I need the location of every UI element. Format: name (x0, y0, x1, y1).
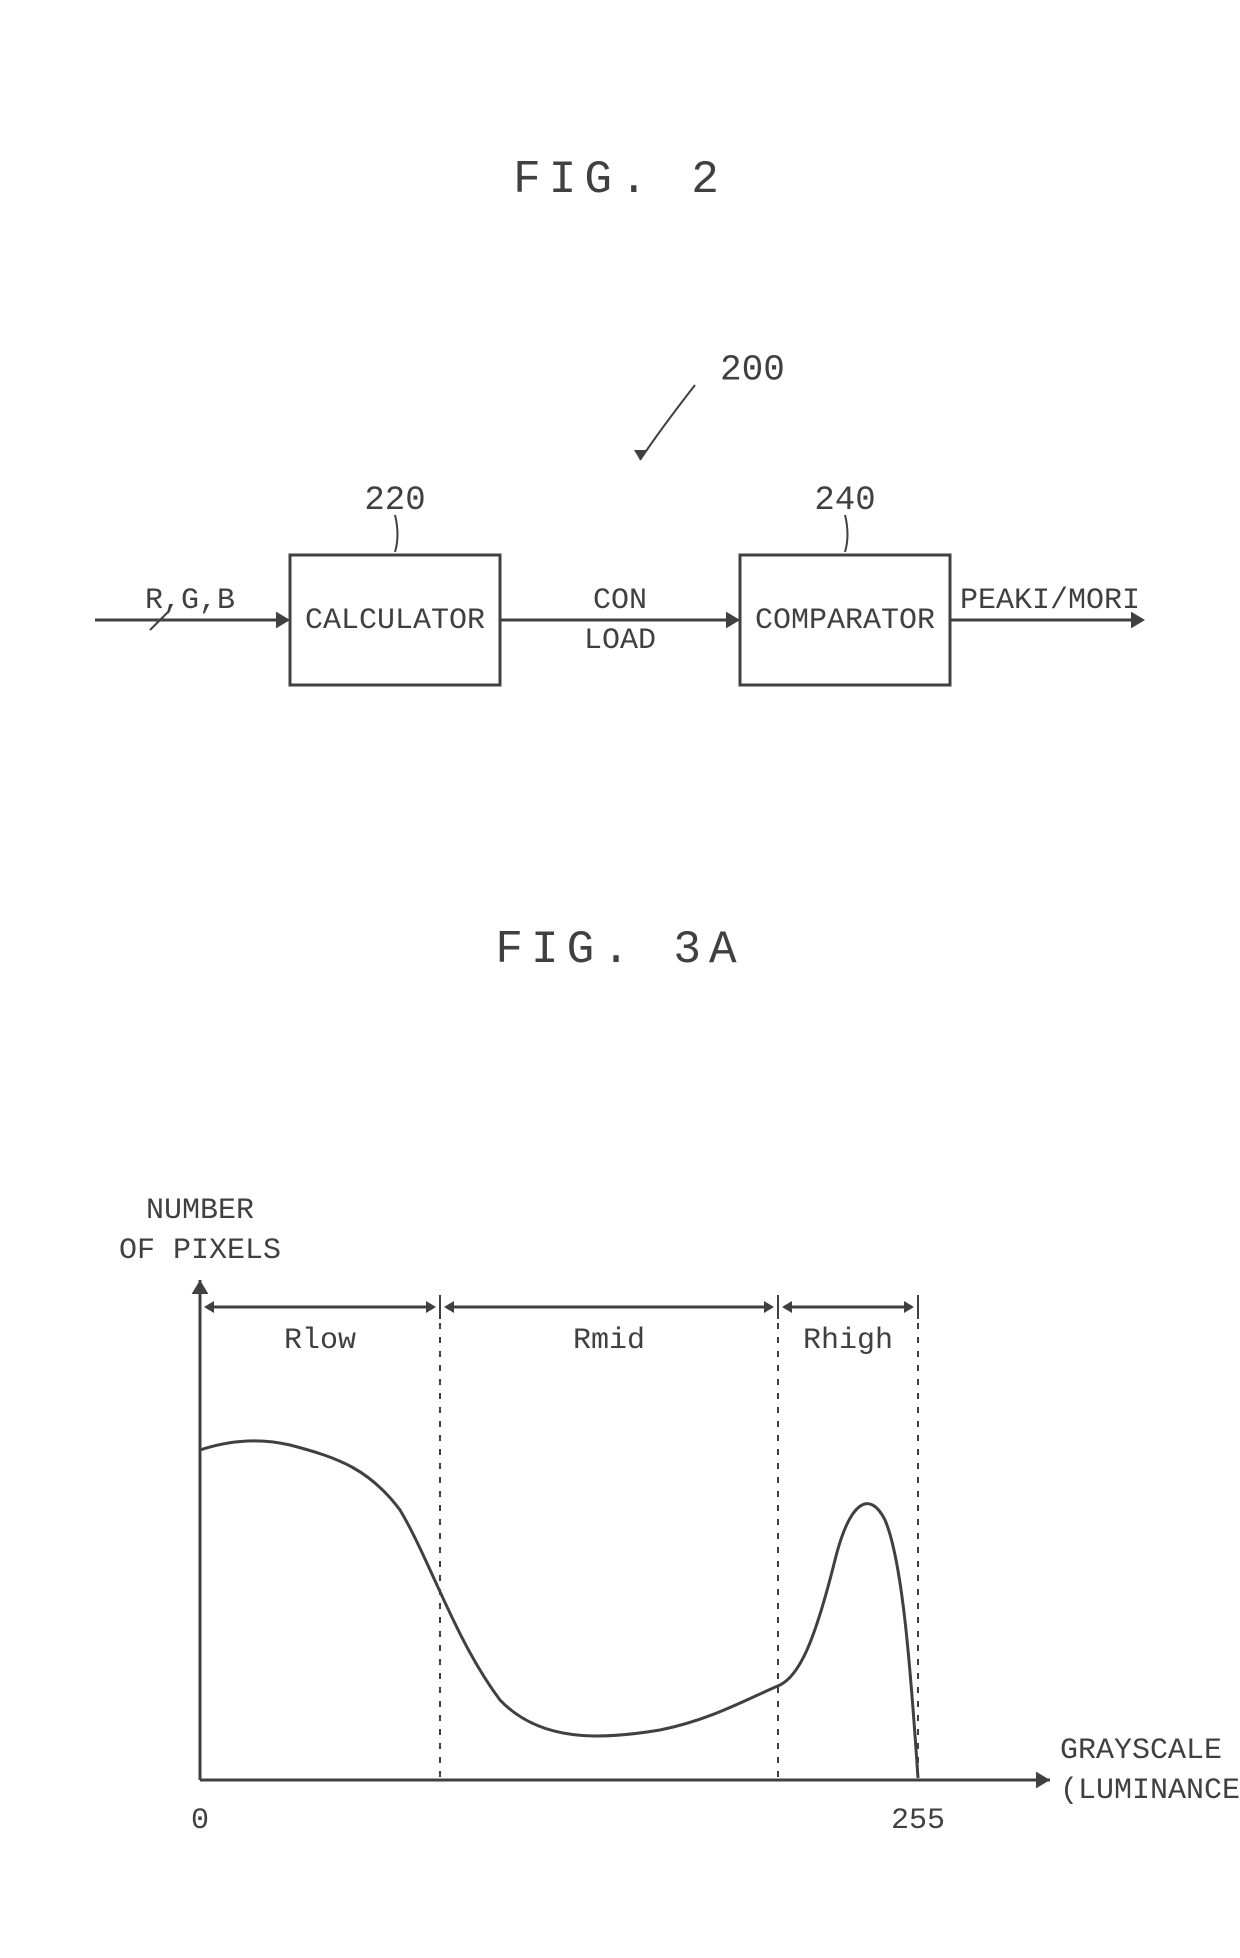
fig3a-xlabel2: (LUMINANCE) (1060, 1774, 1240, 1808)
fig3a-title: FIG. 3A (495, 924, 744, 976)
fig3a-ylabel2: OF PIXELS (119, 1234, 281, 1268)
fig2-input-label: R,G,B (145, 584, 235, 618)
fig3a-rlow-label: Rlow (284, 1324, 356, 1358)
fig3a-rmid-label: Rmid (573, 1324, 645, 1358)
fig2-comparator-label: COMPARATOR (755, 604, 935, 638)
fig3a-xtick-0: 0 (191, 1804, 209, 1838)
fig2-output-label: PEAKI/MORI (960, 584, 1140, 618)
fig2-calculator-label: CALCULATOR (305, 604, 485, 638)
fig2-mid-label1: CON (593, 584, 647, 618)
fig2-mid-label2: LOAD (584, 624, 656, 658)
fig2-calculator-ref: 220 (364, 482, 425, 520)
fig3a-xtick-255: 255 (891, 1804, 945, 1838)
fig3a-xlabel1: GRAYSCALE (1060, 1734, 1222, 1768)
fig2-title: FIG. 2 (513, 154, 727, 206)
fig2-ref-200: 200 (720, 350, 785, 391)
fig3a-ylabel1: NUMBER (146, 1194, 254, 1228)
fig2-comparator-ref: 240 (814, 482, 875, 520)
fig3a-rhigh-label: Rhigh (803, 1324, 893, 1358)
fig3a-histogram-curve (200, 1441, 918, 1778)
